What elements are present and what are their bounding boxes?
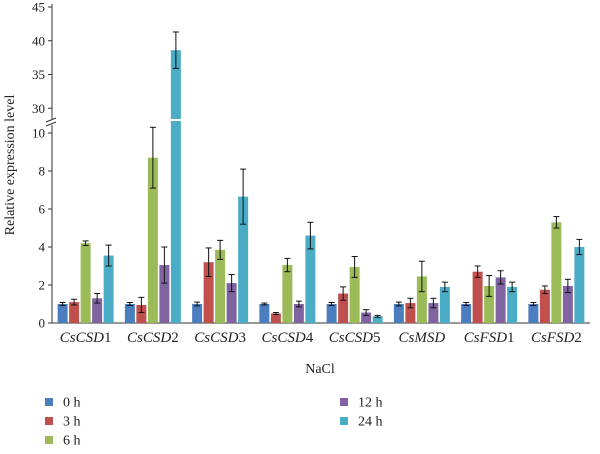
- legend-swatch: [340, 417, 348, 425]
- bar-CsCSD5-24h: [372, 316, 383, 323]
- y-tick-label: 45: [32, 0, 45, 15]
- bars: [57, 50, 585, 323]
- bar-CsFSD1-3h: [472, 271, 483, 323]
- bar-CsFSD1-6h: [484, 285, 495, 323]
- bar-CsCSD1-12h: [92, 298, 103, 323]
- bar-CsMSD-24h: [439, 286, 450, 323]
- legend-swatch: [340, 398, 348, 406]
- bar-CsMSD-12h: [428, 303, 439, 323]
- bar-CsCSD2-12h: [159, 265, 170, 323]
- bar-CsFSD2-12h: [562, 285, 573, 323]
- x-category-label: CsCSD1: [60, 330, 112, 346]
- bar-CsFSD1-0h: [461, 304, 472, 323]
- x-category-label: CsFSD1: [464, 330, 515, 346]
- legend-swatch: [45, 436, 53, 444]
- y-tick-label: 6: [39, 202, 46, 217]
- bar-CsCSD5-12h: [361, 312, 372, 323]
- bar-CsFSD1-24h: [507, 286, 518, 323]
- bar-CsMSD-0h: [393, 304, 404, 323]
- bar-CsCSD2-6h: [147, 157, 158, 323]
- bar-CsCSD4-24h: [305, 235, 316, 323]
- y-tick-label: 40: [32, 33, 45, 48]
- legend-label: 3 h: [63, 415, 81, 430]
- bar-CsCSD3-24h: [238, 196, 249, 323]
- x-category-label: CsFSD2: [531, 330, 582, 346]
- bar-CsCSD3-12h: [226, 283, 237, 323]
- legend-label: 24 h: [358, 415, 383, 430]
- y-tick-label: 30: [32, 101, 45, 116]
- legend-label: 12 h: [358, 396, 383, 411]
- y-tick-label: 10: [32, 126, 45, 141]
- x-category-label: CsMSD: [399, 330, 446, 346]
- bar-CsCSD1-6h: [80, 243, 91, 323]
- x-category-label: CsCSD4: [262, 330, 314, 346]
- bar-CsCSD4-6h: [282, 265, 293, 323]
- y-ticks: 0 2 4 6 8 10 30 35 40 45: [32, 0, 52, 331]
- y-tick-label: 8: [39, 164, 46, 179]
- x-axis-title: NaCl: [305, 362, 335, 377]
- axis-break-mark: [45, 117, 57, 123]
- x-categories: CsCSD1 CsCSD2 CsCSD3 CsCSD4 CsCSD5 CsMSD CsFSD…: [60, 330, 582, 346]
- axes: [45, 4, 590, 324]
- x-category-label: CsCSD5: [329, 330, 381, 346]
- bar-CsCSD1-3h: [69, 302, 80, 323]
- x-category-label: CsCSD3: [194, 330, 246, 346]
- legend-swatch: [45, 417, 53, 425]
- axis-break-gap: [46, 119, 58, 125]
- bar-CsFSD2-24h: [574, 247, 585, 323]
- bar-CsCSD5-6h: [349, 266, 360, 323]
- y-tick-label: 4: [39, 240, 46, 255]
- bar-CsCSD2-0h: [124, 304, 135, 323]
- y-axis-title: Relative expression level: [3, 95, 18, 236]
- bar-CsCSD3-0h: [192, 304, 203, 323]
- y-tick-label: 0: [39, 316, 46, 331]
- bar-CsCSD5-0h: [326, 304, 337, 323]
- bar-CsCSD1-24h: [103, 255, 114, 323]
- bar-CsCSD2-24h-upper: [170, 50, 181, 120]
- legend-swatch: [45, 398, 53, 406]
- bar-CsCSD1-0h: [57, 304, 68, 323]
- bar-CsCSD2-24h-lower: [170, 121, 181, 323]
- bar-CsCSD2-3h: [136, 304, 147, 323]
- bar-CsFSD2-3h: [539, 289, 550, 323]
- bar-CsCSD3-6h: [215, 249, 226, 323]
- error-bars: [59, 31, 583, 318]
- bar-CsCSD4-0h: [259, 304, 270, 323]
- bar-CsCSD3-3h: [203, 262, 214, 323]
- bar-CsFSD2-0h: [528, 304, 539, 323]
- bar-CsCSD4-12h: [293, 304, 304, 323]
- y-tick-label: 2: [39, 278, 46, 293]
- bar-CsCSD4-3h: [270, 313, 281, 323]
- legend-label: 6 h: [63, 434, 81, 449]
- axis-break-mark: [45, 121, 57, 127]
- legend: 0 h 3 h 6 h 12 h 24 h: [45, 396, 383, 449]
- bar-CsMSD-3h: [405, 303, 416, 323]
- legend-label: 0 h: [63, 396, 81, 411]
- bar-CsFSD1-12h: [495, 277, 506, 323]
- bar-CsCSD5-3h: [338, 293, 349, 323]
- bar-CsMSD-6h: [416, 276, 427, 323]
- x-category-label: CsCSD2: [127, 330, 179, 346]
- y-tick-label: 35: [32, 67, 45, 82]
- bar-CsFSD2-6h: [551, 222, 562, 323]
